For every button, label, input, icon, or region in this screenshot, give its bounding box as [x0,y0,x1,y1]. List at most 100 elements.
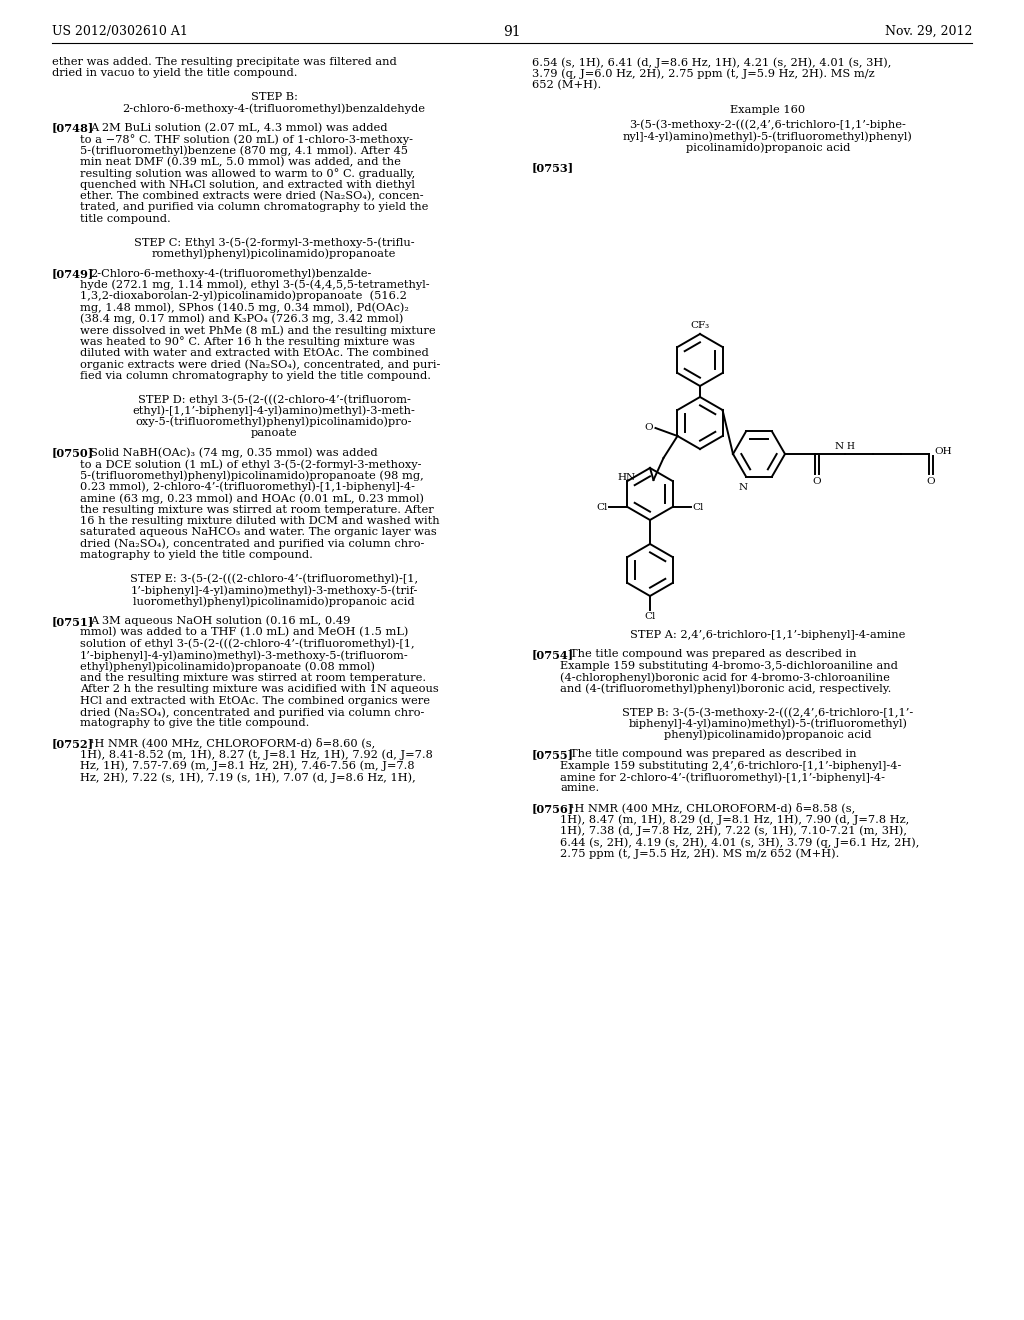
Text: A 2M BuLi solution (2.07 mL, 4.3 mmol) was added: A 2M BuLi solution (2.07 mL, 4.3 mmol) w… [90,123,387,133]
Text: Example 159 substituting 4-bromo-3,5-dichloroaniline and: Example 159 substituting 4-bromo-3,5-dic… [560,661,898,671]
Text: STEP B: 3-(5-(3-methoxy-2-(((2,4’,6-trichloro-[1,1’-: STEP B: 3-(5-(3-methoxy-2-(((2,4’,6-tric… [623,708,913,718]
Text: 3.79 (q, J=6.0 Hz, 2H), 2.75 ppm (t, J=5.9 Hz, 2H). MS m/z: 3.79 (q, J=6.0 Hz, 2H), 2.75 ppm (t, J=5… [532,69,874,79]
Text: [0754]: [0754] [532,649,574,660]
Text: O: O [813,477,821,486]
Text: [0752]: [0752] [52,738,94,748]
Text: Cl: Cl [692,503,703,511]
Text: 1H), 7.38 (d, J=7.8 Hz, 2H), 7.22 (s, 1H), 7.10-7.21 (m, 3H),: 1H), 7.38 (d, J=7.8 Hz, 2H), 7.22 (s, 1H… [560,825,907,836]
Text: picolinamido)propanoic acid: picolinamido)propanoic acid [686,143,850,153]
Text: Example 159 substituting 2,4’,6-trichloro-[1,1’-biphenyl]-4-: Example 159 substituting 2,4’,6-trichlor… [560,760,901,771]
Text: ¹H NMR (400 MHz, CHLOROFORM-d) δ=8.60 (s,: ¹H NMR (400 MHz, CHLOROFORM-d) δ=8.60 (s… [90,738,375,748]
Text: organic extracts were dried (Na₂SO₄), concentrated, and puri-: organic extracts were dried (Na₂SO₄), co… [80,359,440,370]
Text: solution of ethyl 3-(5-(2-(((2-chloro-4’-(trifluoromethyl)-[1,: solution of ethyl 3-(5-(2-(((2-chloro-4’… [80,639,415,649]
Text: 0.23 mmol), 2-chloro-4’-(trifluoromethyl)-[1,1-biphenyl]-4-: 0.23 mmol), 2-chloro-4’-(trifluoromethyl… [80,482,415,492]
Text: O: O [645,424,653,433]
Text: ¹H NMR (400 MHz, CHLOROFORM-d) δ=8.58 (s,: ¹H NMR (400 MHz, CHLOROFORM-d) δ=8.58 (s… [570,803,855,813]
Text: US 2012/0302610 A1: US 2012/0302610 A1 [52,25,187,38]
Text: CF₃: CF₃ [690,321,710,330]
Text: After 2 h the resulting mixture was acidified with 1N aqueous: After 2 h the resulting mixture was acid… [80,684,438,694]
Text: (38.4 mg, 0.17 mmol) and K₃PO₄ (726.3 mg, 3.42 mmol): (38.4 mg, 0.17 mmol) and K₃PO₄ (726.3 mg… [80,314,403,325]
Text: 2-chloro-6-methoxy-4-(trifluoromethyl)benzaldehyde: 2-chloro-6-methoxy-4-(trifluoromethyl)be… [123,103,426,114]
Text: biphenyl]-4-yl)amino)methyl)-5-(trifluoromethyl): biphenyl]-4-yl)amino)methyl)-5-(trifluor… [629,718,907,729]
Text: 652 (M+H).: 652 (M+H). [532,79,601,90]
Text: [0756]: [0756] [532,803,574,814]
Text: matography to give the title compound.: matography to give the title compound. [80,718,309,729]
Text: Hz, 1H), 7.57-7.69 (m, J=8.1 Hz, 2H), 7.46-7.56 (m, J=7.8: Hz, 1H), 7.57-7.69 (m, J=8.1 Hz, 2H), 7.… [80,760,415,771]
Text: Cl: Cl [596,503,607,511]
Text: the resulting mixture was stirred at room temperature. After: the resulting mixture was stirred at roo… [80,504,434,515]
Text: dried (Na₂SO₄), concentrated and purified via column chro-: dried (Na₂SO₄), concentrated and purifie… [80,539,424,549]
Text: title compound.: title compound. [80,214,171,224]
Text: 1H), 8.47 (m, 1H), 8.29 (d, J=8.1 Hz, 1H), 7.90 (d, J=7.8 Hz,: 1H), 8.47 (m, 1H), 8.29 (d, J=8.1 Hz, 1H… [560,814,909,825]
Text: [0750]: [0750] [52,447,94,458]
Text: to a DCE solution (1 mL) of ethyl 3-(5-(2-formyl-3-methoxy-: to a DCE solution (1 mL) of ethyl 3-(5-(… [80,459,422,470]
Text: Solid NaBH(OAc)₃ (74 mg, 0.35 mmol) was added: Solid NaBH(OAc)₃ (74 mg, 0.35 mmol) was … [90,447,378,458]
Text: amine (63 mg, 0.23 mmol) and HOAc (0.01 mL, 0.23 mmol): amine (63 mg, 0.23 mmol) and HOAc (0.01 … [80,494,424,504]
Text: STEP D: ethyl 3-(5-(2-(((2-chloro-4’-(trifluorom-: STEP D: ethyl 3-(5-(2-(((2-chloro-4’-(tr… [137,393,411,404]
Text: matography to yield the title compound.: matography to yield the title compound. [80,550,313,560]
Text: amine.: amine. [560,783,599,793]
Text: phenyl)picolinamido)propanoic acid: phenyl)picolinamido)propanoic acid [665,730,871,741]
Text: Nov. 29, 2012: Nov. 29, 2012 [885,25,972,38]
Text: fied via column chromatography to yield the title compound.: fied via column chromatography to yield … [80,371,431,380]
Text: oxy-5-(trifluoromethyl)phenyl)picolinamido)pro-: oxy-5-(trifluoromethyl)phenyl)picolinami… [136,417,413,428]
Text: 2-Chloro-6-methoxy-4-(trifluoromethyl)benzalde-: 2-Chloro-6-methoxy-4-(trifluoromethyl)be… [90,268,372,279]
Text: 16 h the resulting mixture diluted with DCM and washed with: 16 h the resulting mixture diluted with … [80,516,439,525]
Text: 6.54 (s, 1H), 6.41 (d, J=8.6 Hz, 1H), 4.21 (s, 2H), 4.01 (s, 3H),: 6.54 (s, 1H), 6.41 (d, J=8.6 Hz, 1H), 4.… [532,57,891,67]
Text: 91: 91 [503,25,521,40]
Text: O: O [927,477,935,486]
Text: hyde (272.1 mg, 1.14 mmol), ethyl 3-(5-(4,4,5,5-tetramethyl-: hyde (272.1 mg, 1.14 mmol), ethyl 3-(5-(… [80,280,430,290]
Text: [0751]: [0751] [52,616,94,627]
Text: resulting solution was allowed to warm to 0° C. gradually,: resulting solution was allowed to warm t… [80,168,416,180]
Text: 1’-biphenyl]-4-yl)amino)methyl)-3-methoxy-5-(trif-: 1’-biphenyl]-4-yl)amino)methyl)-3-methox… [130,585,418,595]
Text: mmol) was added to a THF (1.0 mL) and MeOH (1.5 mL): mmol) was added to a THF (1.0 mL) and Me… [80,627,409,638]
Text: The title compound was prepared as described in: The title compound was prepared as descr… [570,750,856,759]
Text: OH: OH [934,447,951,457]
Text: (4-chlorophenyl)boronic acid for 4-bromo-3-chloroaniline: (4-chlorophenyl)boronic acid for 4-bromo… [560,672,890,682]
Text: STEP C: Ethyl 3-(5-(2-formyl-3-methoxy-5-(triflu-: STEP C: Ethyl 3-(5-(2-formyl-3-methoxy-5… [134,238,415,248]
Text: A 3M aqueous NaOH solution (0.16 mL, 0.49: A 3M aqueous NaOH solution (0.16 mL, 0.4… [90,616,350,627]
Text: HCl and extracted with EtOAc. The combined organics were: HCl and extracted with EtOAc. The combin… [80,696,430,706]
Text: min neat DMF (0.39 mL, 5.0 mmol) was added, and the: min neat DMF (0.39 mL, 5.0 mmol) was add… [80,157,400,168]
Text: luoromethyl)phenyl)picolinamido)propanoic acid: luoromethyl)phenyl)picolinamido)propanoi… [133,597,415,607]
Text: 1’-biphenyl]-4-yl)amino)methyl)-3-methoxy-5-(trifluorom-: 1’-biphenyl]-4-yl)amino)methyl)-3-methox… [80,649,409,660]
Text: N: N [738,483,748,491]
Text: H: H [846,442,854,451]
Text: to a −78° C. THF solution (20 mL) of 1-chloro-3-methoxy-: to a −78° C. THF solution (20 mL) of 1-c… [80,135,413,145]
Text: and the resulting mixture was stirred at room temperature.: and the resulting mixture was stirred at… [80,673,426,682]
Text: 2.75 ppm (t, J=5.5 Hz, 2H). MS m/z 652 (M+H).: 2.75 ppm (t, J=5.5 Hz, 2H). MS m/z 652 (… [560,849,840,859]
Text: [0748]: [0748] [52,123,94,133]
Text: were dissolved in wet PhMe (8 mL) and the resulting mixture: were dissolved in wet PhMe (8 mL) and th… [80,325,435,335]
Text: N: N [835,442,844,451]
Text: 1H), 8.41-8.52 (m, 1H), 8.27 (t, J=8.1 Hz, 1H), 7.92 (d, J=7.8: 1H), 8.41-8.52 (m, 1H), 8.27 (t, J=8.1 H… [80,750,433,760]
Text: 5-(trifluoromethyl)phenyl)picolinamido)propanoate (98 mg,: 5-(trifluoromethyl)phenyl)picolinamido)p… [80,470,424,480]
Text: ethyl)phenyl)picolinamido)propanoate (0.08 mmol): ethyl)phenyl)picolinamido)propanoate (0.… [80,661,375,672]
Text: STEP B:: STEP B: [251,92,297,102]
Text: The title compound was prepared as described in: The title compound was prepared as descr… [570,649,856,660]
Text: ether. The combined extracts were dried (Na₂SO₄), concen-: ether. The combined extracts were dried … [80,191,424,202]
Text: and (4-(trifluoromethyl)phenyl)boronic acid, respectively.: and (4-(trifluoromethyl)phenyl)boronic a… [560,684,891,694]
Text: Hz, 2H), 7.22 (s, 1H), 7.19 (s, 1H), 7.07 (d, J=8.6 Hz, 1H),: Hz, 2H), 7.22 (s, 1H), 7.19 (s, 1H), 7.0… [80,772,416,783]
Text: nyl]-4-yl)amino)methyl)-5-(trifluoromethyl)phenyl): nyl]-4-yl)amino)methyl)-5-(trifluorometh… [623,131,913,141]
Text: mg, 1.48 mmol), SPhos (140.5 mg, 0.34 mmol), Pd(OAc)₂: mg, 1.48 mmol), SPhos (140.5 mg, 0.34 mm… [80,302,409,313]
Text: HN: HN [617,474,636,483]
Text: amine for 2-chloro-4’-(trifluoromethyl)-[1,1’-biphenyl]-4-: amine for 2-chloro-4’-(trifluoromethyl)-… [560,772,885,783]
Text: romethyl)phenyl)picolinamido)propanoate: romethyl)phenyl)picolinamido)propanoate [152,248,396,259]
Text: quenched with NH₄Cl solution, and extracted with diethyl: quenched with NH₄Cl solution, and extrac… [80,180,415,190]
Text: was heated to 90° C. After 16 h the resulting mixture was: was heated to 90° C. After 16 h the resu… [80,337,415,347]
Text: panoate: panoate [251,428,297,438]
Text: [0753]: [0753] [532,162,574,173]
Text: [0755]: [0755] [532,750,574,760]
Text: ether was added. The resulting precipitate was filtered and: ether was added. The resulting precipita… [52,57,396,67]
Text: ethyl)-[1,1’-biphenyl]-4-yl)amino)methyl)-3-meth-: ethyl)-[1,1’-biphenyl]-4-yl)amino)methyl… [132,405,416,416]
Text: diluted with water and extracted with EtOAc. The combined: diluted with water and extracted with Et… [80,347,429,358]
Text: Example 160: Example 160 [730,106,806,115]
Text: [0749]: [0749] [52,268,94,279]
Text: 5-(trifluoromethyl)benzene (870 mg, 4.1 mmol). After 45: 5-(trifluoromethyl)benzene (870 mg, 4.1 … [80,145,408,156]
Text: dried (Na₂SO₄), concentrated and purified via column chro-: dried (Na₂SO₄), concentrated and purifie… [80,708,424,718]
Text: dried in vacuo to yield the title compound.: dried in vacuo to yield the title compou… [52,69,298,78]
Text: 6.44 (s, 2H), 4.19 (s, 2H), 4.01 (s, 3H), 3.79 (q, J=6.1 Hz, 2H),: 6.44 (s, 2H), 4.19 (s, 2H), 4.01 (s, 3H)… [560,837,920,847]
Text: STEP A: 2,4’,6-trichloro-[1,1’-biphenyl]-4-amine: STEP A: 2,4’,6-trichloro-[1,1’-biphenyl]… [631,630,905,640]
Text: Cl: Cl [644,612,655,620]
Text: saturated aqueous NaHCO₃ and water. The organic layer was: saturated aqueous NaHCO₃ and water. The … [80,528,437,537]
